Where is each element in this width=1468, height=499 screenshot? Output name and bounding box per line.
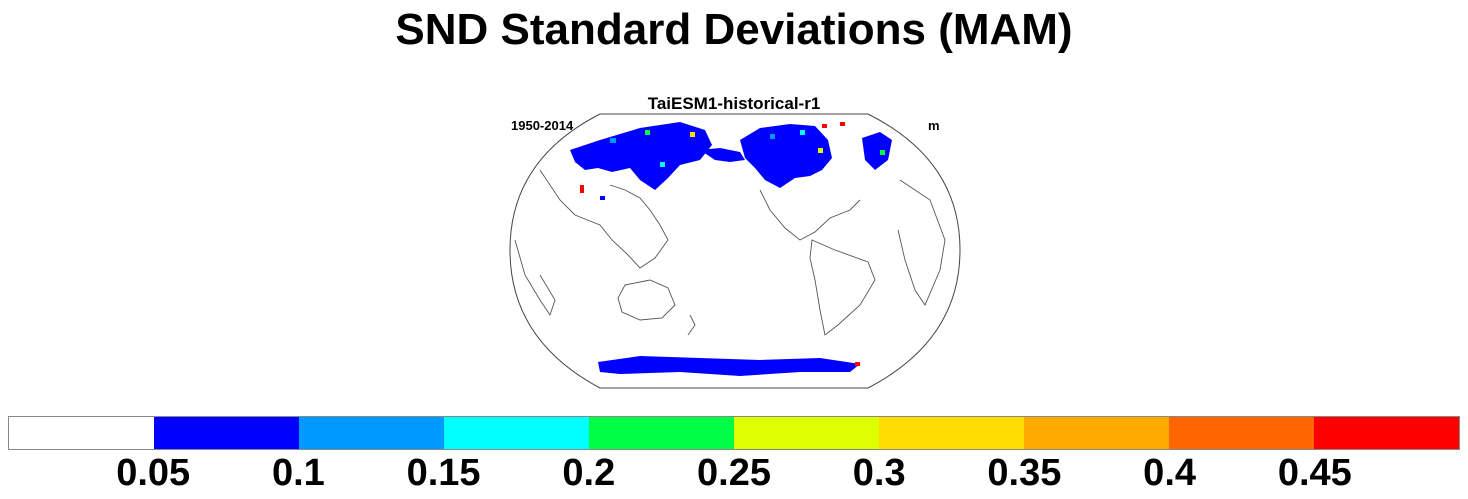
snow-accent-2 bbox=[645, 130, 650, 135]
snow-accent-10 bbox=[600, 196, 605, 200]
panel-title: TaiESM1-historical-r1 bbox=[647, 94, 821, 113]
colorbar-box-4 bbox=[589, 417, 734, 449]
coast-new-zealand bbox=[687, 314, 696, 336]
colorbar-label-0.2: 0.2 bbox=[562, 452, 616, 494]
colorbar-label-0.4: 0.4 bbox=[1143, 452, 1197, 494]
colorbar bbox=[8, 416, 1460, 450]
colorbar-box-0 bbox=[9, 417, 154, 449]
snow-antarctica bbox=[598, 356, 860, 376]
snow-accent-5 bbox=[800, 130, 805, 135]
colorbar-box-6 bbox=[879, 417, 1024, 449]
colorbar-box-8 bbox=[1169, 417, 1314, 449]
coast-africa-europe bbox=[514, 239, 556, 317]
coast-africa-east bbox=[897, 179, 946, 306]
snow-eurasia-east bbox=[700, 148, 745, 162]
colorbar-label-0.15: 0.15 bbox=[406, 452, 481, 494]
snow-accent-11 bbox=[660, 162, 665, 167]
colorbar-box-3 bbox=[444, 417, 589, 449]
coast-north-america bbox=[759, 189, 861, 241]
snow-greenland bbox=[862, 132, 892, 170]
globe-outline bbox=[509, 113, 961, 389]
colorbar-label-0.35: 0.35 bbox=[987, 452, 1062, 494]
colorbar-box-2 bbox=[299, 417, 444, 449]
world-map bbox=[509, 113, 961, 389]
snow-accent-8 bbox=[840, 122, 845, 126]
coastlines bbox=[514, 169, 946, 336]
snow-accent-12 bbox=[880, 150, 885, 155]
snow-accent-1 bbox=[610, 138, 616, 143]
snow-accent-4 bbox=[770, 134, 775, 139]
snow-accent-7 bbox=[822, 124, 827, 128]
coast-australia bbox=[617, 279, 676, 321]
colorbar-box-7 bbox=[1024, 417, 1169, 449]
colorbar-label-0.1: 0.1 bbox=[271, 452, 325, 494]
snow-cover-layer bbox=[570, 122, 892, 376]
colorbar-box-1 bbox=[154, 417, 299, 449]
snow-north-america bbox=[740, 124, 832, 188]
colorbar-label-0.45: 0.45 bbox=[1277, 452, 1352, 494]
colorbar-label-0.25: 0.25 bbox=[697, 452, 771, 494]
coast-asia bbox=[539, 169, 669, 269]
snow-accent-13 bbox=[855, 362, 860, 366]
coast-south-america bbox=[809, 239, 876, 336]
colorbar-box-9 bbox=[1314, 417, 1459, 449]
figure-title: SND Standard Deviations (MAM) bbox=[395, 5, 1073, 54]
snow-accent-3 bbox=[690, 132, 695, 137]
colorbar-label-0.05: 0.05 bbox=[116, 452, 191, 494]
colorbar-label-0.3: 0.3 bbox=[852, 452, 906, 494]
snow-accent-6 bbox=[818, 148, 823, 153]
period-label: 1950-2014 bbox=[511, 118, 574, 133]
snow-accent-9 bbox=[580, 185, 584, 193]
snow-eurasia bbox=[570, 122, 712, 190]
colorbar-box-5 bbox=[734, 417, 879, 449]
units-label: m bbox=[928, 118, 940, 133]
